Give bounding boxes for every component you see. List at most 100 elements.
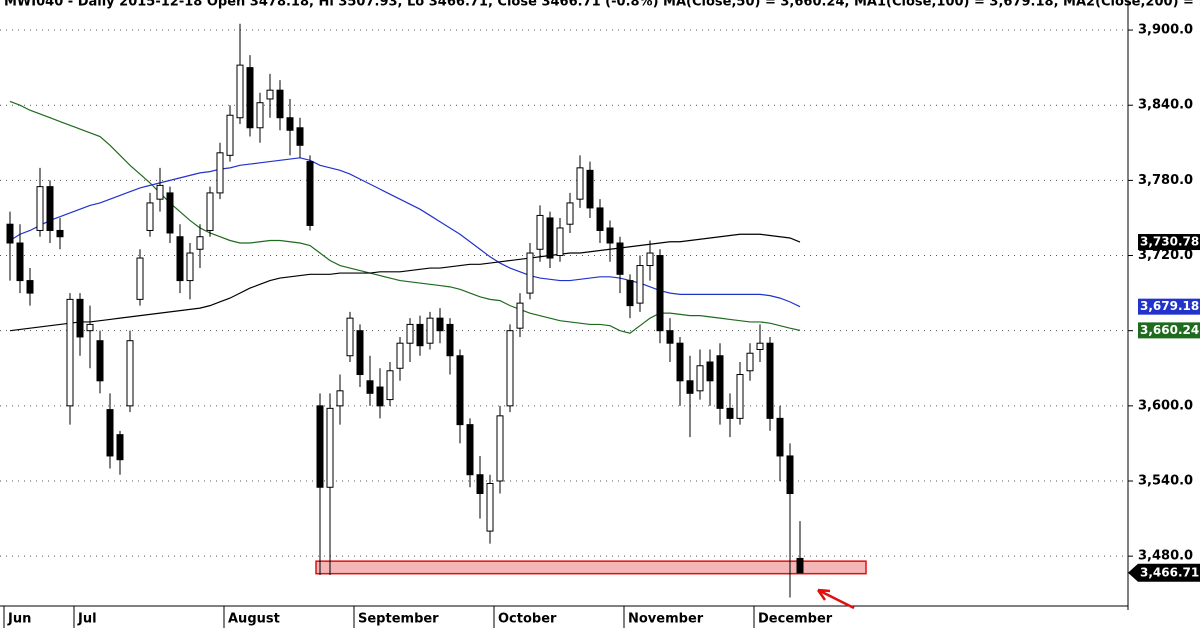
candle-body: [706, 361, 714, 382]
candle-body: [636, 265, 644, 304]
x-tick-label: December: [758, 612, 833, 627]
candle-body: [166, 192, 174, 234]
candle-body: [46, 186, 54, 231]
candle-body: [6, 223, 14, 244]
y-tick-label: 3,780.0: [1138, 173, 1193, 188]
candle-body: [696, 365, 704, 392]
value-tag-label: 3,660.24: [1140, 323, 1199, 337]
candle-body: [356, 330, 364, 376]
candle-body: [186, 252, 194, 282]
candle-body: [86, 323, 94, 332]
candle-body: [246, 67, 254, 129]
candle-body: [136, 257, 144, 300]
candle-body: [556, 227, 564, 257]
candle-body: [336, 390, 344, 407]
y-tick-label: 3,480.0: [1138, 549, 1193, 564]
candle-body: [726, 407, 734, 419]
candle-body: [76, 298, 84, 338]
candle-body: [516, 302, 524, 329]
value-tag: [1138, 322, 1200, 339]
candle-body: [506, 330, 514, 407]
candle-body: [686, 380, 694, 394]
candle-body: [346, 317, 354, 357]
arrow: [816, 588, 855, 610]
candle-body: [536, 214, 544, 250]
candle-body: [716, 355, 724, 409]
y-tick-label: 3,720.0: [1138, 248, 1193, 263]
candle-body: [796, 557, 804, 574]
candle-body: [746, 352, 754, 372]
candle-body: [126, 340, 134, 407]
candle-body: [616, 242, 624, 275]
candle-body: [116, 434, 124, 461]
candle-body: [66, 298, 74, 407]
candle-body: [196, 236, 204, 250]
candle-body: [486, 482, 494, 532]
candle-body: [786, 455, 794, 495]
candle-body: [56, 229, 64, 238]
candle-body: [526, 252, 534, 294]
close-tag: [1128, 563, 1200, 582]
y-tick-label: 3,600.0: [1138, 398, 1193, 413]
x-tick-label: Jul: [77, 612, 97, 627]
candle-body: [656, 255, 664, 332]
candle-body: [566, 202, 574, 225]
candle-body: [606, 227, 614, 244]
candle-body: [256, 102, 264, 129]
candle-body: [316, 405, 324, 488]
ma-line: [9, 157, 801, 308]
value-tag-label: 3,679.18: [1140, 299, 1199, 313]
candle-body: [146, 202, 154, 231]
chart-title: MWI040 - Daily 2015-12-18 Open 3478.18, …: [4, 0, 1200, 10]
candle-body: [736, 374, 744, 419]
candle-body: [396, 342, 404, 369]
candle-body: [446, 323, 454, 357]
candle-body: [436, 317, 444, 332]
candle-body: [36, 186, 44, 231]
candle-body: [96, 340, 104, 382]
candle-body: [756, 342, 764, 350]
candle-body: [266, 89, 274, 100]
candle-body: [416, 323, 424, 347]
x-tick-label: August: [228, 612, 280, 627]
candle-body: [366, 380, 374, 394]
candle-body: [286, 117, 294, 131]
value-tag: [1138, 234, 1200, 251]
value-tag-label: 3,730.78: [1140, 235, 1199, 249]
candle-body: [386, 370, 394, 401]
x-tick-label: October: [498, 612, 557, 627]
candle-body: [376, 386, 384, 407]
candle-body: [216, 152, 224, 194]
candle-body: [766, 342, 774, 419]
candle-body: [296, 127, 304, 146]
x-tick-label: September: [358, 612, 439, 627]
close-tag-label: 3,466.71: [1140, 565, 1199, 579]
candle-body: [596, 207, 604, 231]
candle-body: [476, 474, 484, 495]
y-tick-label: 3,900.0: [1138, 23, 1193, 38]
candle-body: [776, 417, 784, 457]
candle-body: [626, 280, 634, 307]
candle-body: [666, 330, 674, 344]
value-tag: [1138, 298, 1200, 315]
candle-body: [26, 280, 34, 294]
candle-body: [406, 323, 414, 344]
highlight-band: [315, 560, 867, 575]
ma-line: [9, 100, 801, 334]
candle-body: [16, 242, 24, 282]
candle-body: [236, 64, 244, 119]
candle-body: [106, 409, 114, 457]
candle-body: [176, 236, 184, 282]
candle-body: [646, 252, 654, 267]
candle-body: [306, 161, 314, 226]
y-tick-label: 3,840.0: [1138, 98, 1193, 113]
y-tick-label: 3,540.0: [1138, 473, 1193, 488]
x-tick-label: November: [628, 612, 704, 627]
candle-body: [156, 184, 164, 200]
ma-line: [9, 233, 801, 332]
candle-body: [466, 424, 474, 476]
candle-body: [226, 114, 234, 156]
candle-body: [326, 407, 334, 488]
candle-body: [206, 192, 214, 231]
